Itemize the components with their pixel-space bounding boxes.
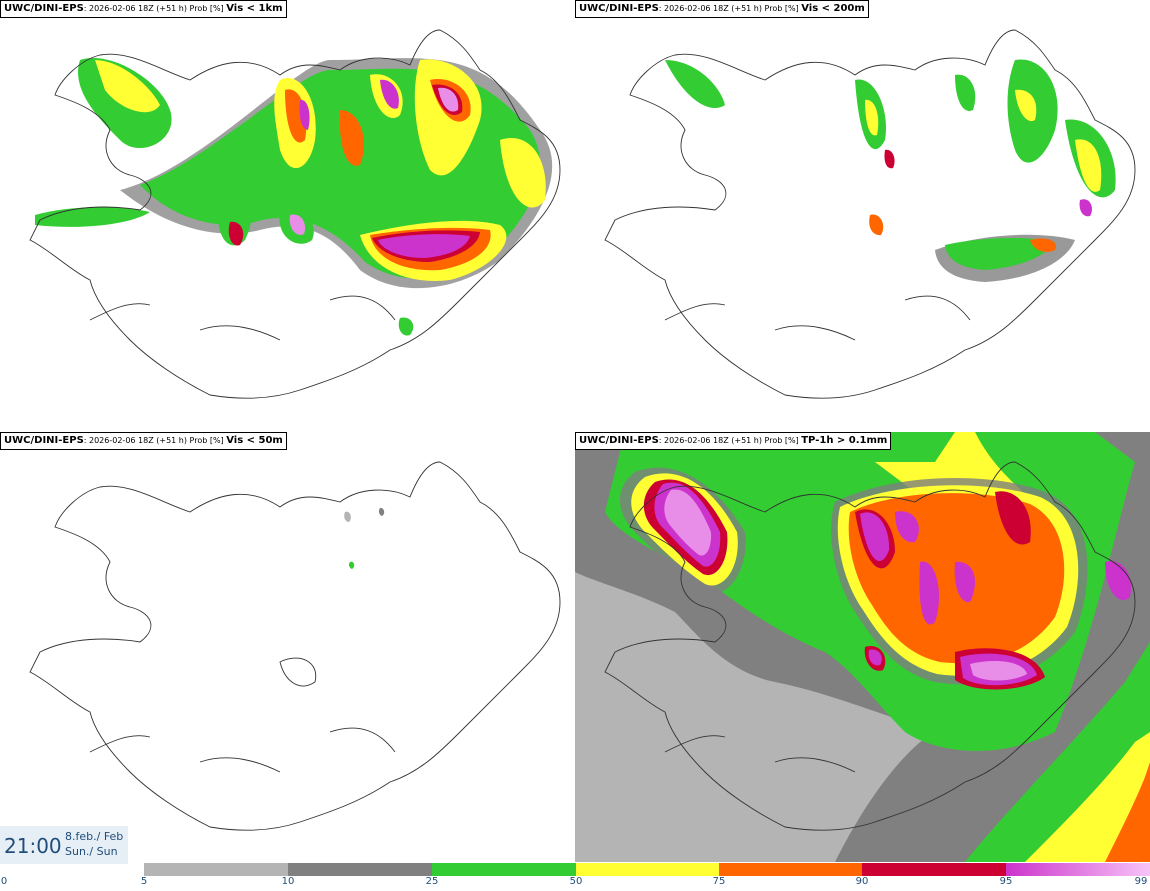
legend-tick: 50 [569,876,583,887]
coastline [604,29,1136,399]
legend-segment-95-99 [1006,863,1150,876]
variable-name: TP-1h > 0.1mm [801,435,888,446]
legend-segment-10-25 [288,863,432,876]
panel-title: UWC/DINI-EPS: 2026-02-06 18Z (+51 h) Pro… [0,0,287,18]
run-info: : 2026-02-06 18Z (+51 h) Prob [%] [83,4,227,13]
valid-time-clock: 21:00 [4,834,62,858]
run-info: : 2026-02-06 18Z (+51 h) Prob [%] [658,4,802,13]
iceland-probability-map [604,29,1136,399]
legend-tick: 99 [1134,876,1148,887]
coastline [29,29,561,399]
probability-field [575,432,1150,862]
panel-title: UWC/DINI-EPS: 2026-02-06 18Z (+51 h) Pro… [0,432,287,450]
probability-field [344,507,385,569]
legend-segment-90-95 [862,863,1006,876]
map-panel-vis-50m: UWC/DINI-EPS: 2026-02-06 18Z (+51 h) Pro… [0,432,575,862]
model-source: UWC/DINI-EPS [4,3,84,14]
iceland-probability-map [29,461,561,831]
map-panel-precip: UWC/DINI-EPS: 2026-02-06 18Z (+51 h) Pro… [575,432,1150,862]
legend-tick: 10 [281,876,295,887]
legend-tick: 75 [712,876,726,887]
legend-segment-25-50 [432,863,576,876]
variable-name: Vis < 1km [226,3,283,14]
valid-date: 8.feb./ Feb [65,830,124,843]
panel-title: UWC/DINI-EPS: 2026-02-06 18Z (+51 h) Pro… [575,0,869,18]
variable-name: Vis < 200m [801,3,865,14]
iceland-probability-map [575,432,1150,862]
run-info: : 2026-02-06 18Z (+51 h) Prob [%] [83,436,227,445]
map-panel-vis-200m: UWC/DINI-EPS: 2026-02-06 18Z (+51 h) Pro… [575,0,1150,430]
legend-tick: 5 [140,876,148,887]
model-source: UWC/DINI-EPS [579,3,659,14]
legend-segment-75-90 [719,863,862,876]
iceland-probability-map [29,29,561,399]
variable-name: Vis < 50m [226,435,283,446]
map-panel-vis-1km: UWC/DINI-EPS: 2026-02-06 18Z (+51 h) Pro… [0,0,575,430]
valid-time-box: 21:00 8.feb./ Feb Sun./ Sun [0,826,128,864]
coastline [29,461,561,831]
probability-field [35,58,553,336]
legend-segment-50-75 [576,863,719,876]
coastline [604,461,1136,831]
panel-title: UWC/DINI-EPS: 2026-02-06 18Z (+51 h) Pro… [575,432,892,450]
legend-tick: 0 [0,876,8,887]
model-source: UWC/DINI-EPS [4,435,84,446]
probability-field [665,59,1116,282]
legend-tick: 90 [855,876,869,887]
legend-segment-5-10 [144,863,288,876]
run-info: : 2026-02-06 18Z (+51 h) Prob [%] [658,436,802,445]
legend-tick: 25 [425,876,439,887]
model-source: UWC/DINI-EPS [579,435,659,446]
valid-day: Sun./ Sun [65,845,118,858]
legend-tick: 95 [999,876,1013,887]
